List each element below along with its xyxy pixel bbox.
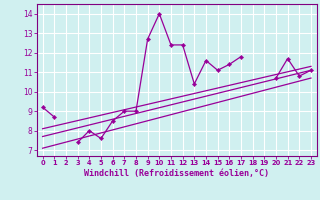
X-axis label: Windchill (Refroidissement éolien,°C): Windchill (Refroidissement éolien,°C) (84, 169, 269, 178)
